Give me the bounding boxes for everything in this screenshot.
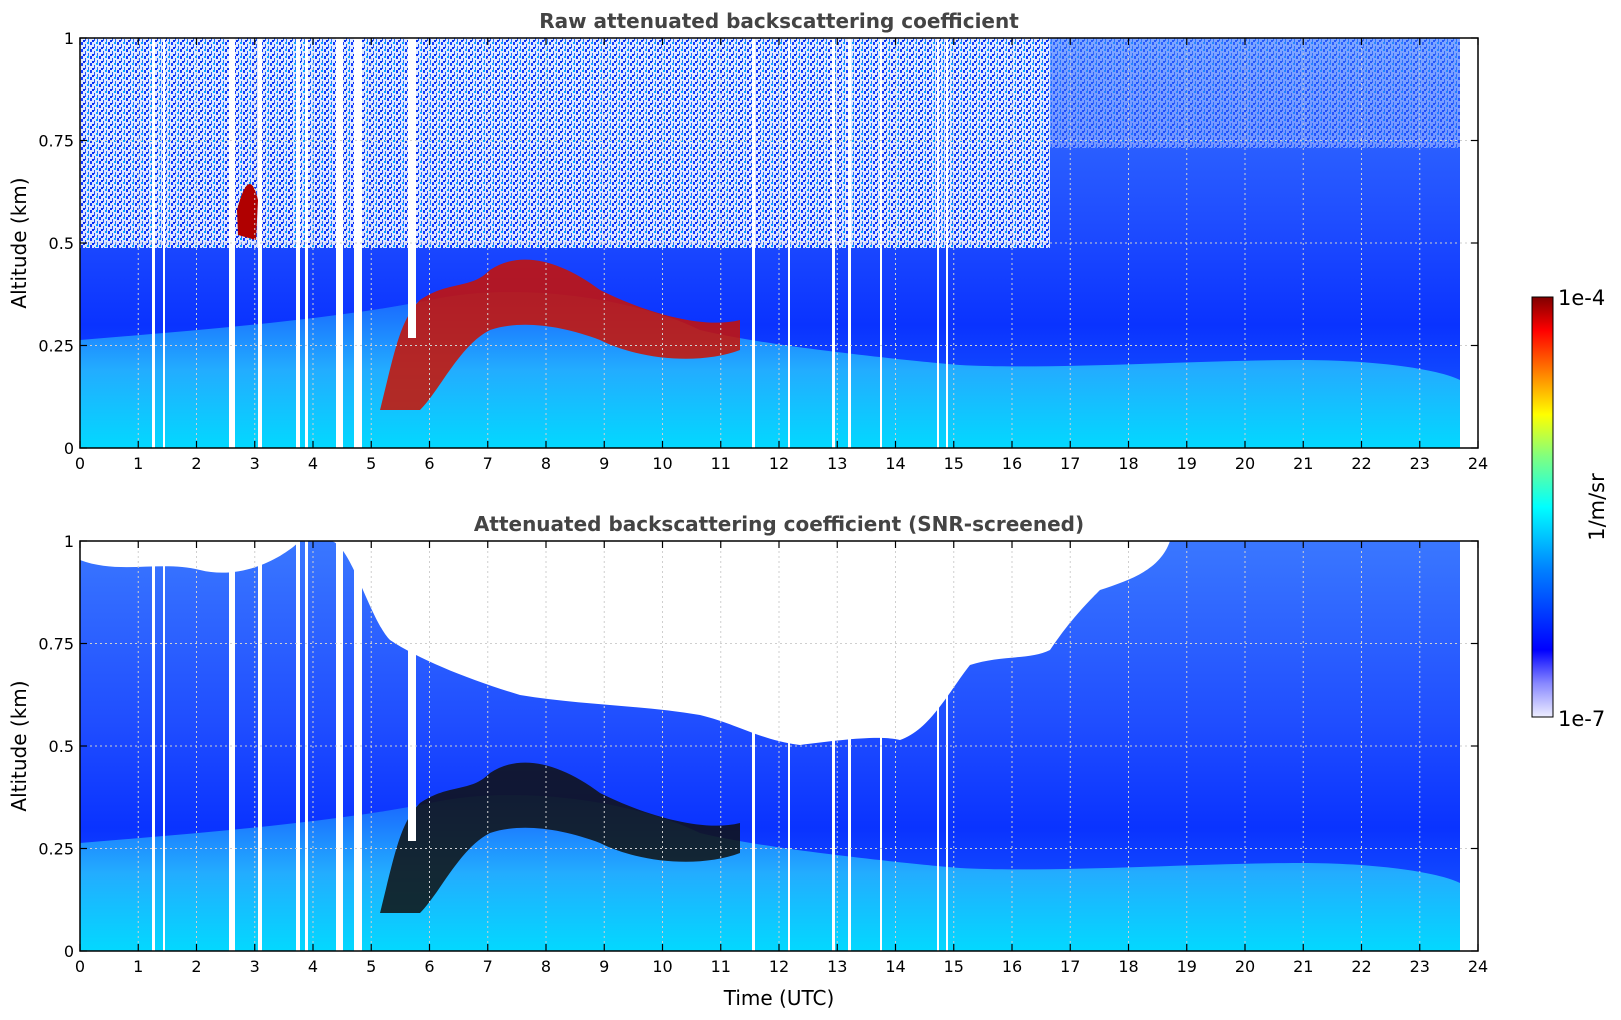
y-tick-label: 0.75 (38, 132, 74, 151)
x-tick-label: 14 (885, 454, 905, 473)
x-tick-label: 8 (541, 957, 551, 976)
y-axis-label: Altitude (km) (7, 680, 31, 811)
x-tick-label: 4 (308, 454, 318, 473)
panel-raw: Raw attenuated backscattering coefficien… (7, 9, 1488, 473)
x-tick-label: 19 (1177, 454, 1197, 473)
x-tick-label: 11 (711, 454, 731, 473)
colorbar: 1e-4 1e-7 1/m/sr (1531, 286, 1609, 731)
y-tick-label: 0.5 (49, 737, 74, 756)
y-axis-label: Altitude (km) (7, 177, 31, 308)
x-tick-label: 18 (1118, 957, 1138, 976)
noise-region-upper (80, 38, 1050, 248)
x-tick-label: 5 (366, 957, 376, 976)
noise-region-upper-right (1050, 38, 1460, 148)
colorbar-unit-label: 1/m/sr (1585, 473, 1609, 541)
x-tick-label: 22 (1351, 957, 1371, 976)
y-axis: 0 0.25 0.5 0.75 1 (38, 29, 1478, 458)
colorbar-max-label: 1e-4 (1558, 286, 1605, 310)
x-tick-label: 3 (250, 454, 260, 473)
y-tick-label: 1 (64, 29, 74, 48)
x-tick-label: 6 (424, 957, 434, 976)
cloud-layer-early (237, 183, 258, 240)
x-tick-label: 21 (1293, 454, 1313, 473)
panel-title-screened: Attenuated backscattering coefficient (S… (474, 512, 1084, 536)
x-tick-label: 15 (944, 957, 964, 976)
x-tick-label: 15 (944, 454, 964, 473)
x-tick-label: 16 (1002, 957, 1022, 976)
y-axis: 0 0.25 0.5 0.75 1 (38, 532, 1478, 961)
x-tick-label: 13 (827, 454, 847, 473)
x-tick-label: 17 (1060, 454, 1080, 473)
x-tick-label: 19 (1177, 957, 1197, 976)
cloud-layer (380, 259, 740, 410)
x-tick-label: 0 (75, 454, 85, 473)
x-axis: 0 1 2 3 4 5 6 7 8 9 10 11 12 13 14 15 16 17 18 19 20 21 22 23 24 (75, 541, 1488, 976)
x-tick-label: 12 (769, 957, 789, 976)
x-tick-label: 12 (769, 454, 789, 473)
x-tick-label: 7 (483, 454, 493, 473)
x-axis-label: Time (UTC) (723, 986, 835, 1010)
x-tick-label: 23 (1410, 957, 1430, 976)
panel-title-raw: Raw attenuated backscattering coefficien… (539, 9, 1019, 33)
x-tick-label: 24 (1468, 454, 1488, 473)
x-tick-label: 0 (75, 957, 85, 976)
x-tick-label: 20 (1235, 957, 1255, 976)
y-tick-label: 0 (64, 942, 74, 961)
y-tick-label: 1 (64, 532, 74, 551)
y-tick-label: 0.25 (38, 840, 74, 859)
x-tick-label: 21 (1293, 957, 1313, 976)
x-tick-label: 10 (652, 957, 672, 976)
x-tick-label: 8 (541, 454, 551, 473)
colorbar-min-label: 1e-7 (1558, 707, 1605, 731)
x-tick-label: 16 (1002, 454, 1022, 473)
x-tick-label: 7 (483, 957, 493, 976)
gridlines (80, 38, 1478, 448)
x-tick-label: 6 (424, 454, 434, 473)
x-tick-label: 22 (1351, 454, 1371, 473)
x-tick-label: 2 (191, 454, 201, 473)
x-tick-label: 1 (133, 957, 143, 976)
x-tick-label: 11 (711, 957, 731, 976)
panel-screened: Attenuated backscattering coefficient (S… (7, 512, 1488, 1010)
y-tick-label: 0.25 (38, 337, 74, 356)
x-tick-label: 9 (599, 454, 609, 473)
x-tick-label: 13 (827, 957, 847, 976)
x-tick-label: 20 (1235, 454, 1255, 473)
x-tick-label: 2 (191, 957, 201, 976)
gridlines (80, 541, 1478, 951)
x-tick-label: 18 (1118, 454, 1138, 473)
x-tick-label: 14 (885, 957, 905, 976)
y-tick-label: 0.75 (38, 635, 74, 654)
x-tick-label: 4 (308, 957, 318, 976)
x-tick-label: 24 (1468, 957, 1488, 976)
x-tick-label: 9 (599, 957, 609, 976)
y-tick-label: 0 (64, 439, 74, 458)
x-tick-label: 17 (1060, 957, 1080, 976)
colorbar-scale (1531, 296, 1554, 718)
cloud-layer (380, 762, 740, 913)
x-tick-label: 5 (366, 454, 376, 473)
y-tick-label: 0.5 (49, 234, 74, 253)
x-tick-label: 3 (250, 957, 260, 976)
x-tick-label: 10 (652, 454, 672, 473)
x-axis: 0 1 2 3 4 5 6 7 8 9 10 11 12 13 14 15 16 17 18 19 20 21 22 23 24 (75, 38, 1488, 473)
x-tick-label: 1 (133, 454, 143, 473)
x-tick-label: 23 (1410, 454, 1430, 473)
